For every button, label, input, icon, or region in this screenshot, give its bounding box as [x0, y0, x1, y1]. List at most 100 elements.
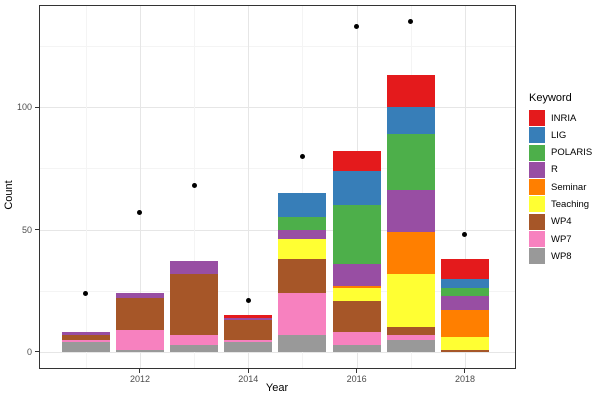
- legend-item-LIG: LIG: [529, 127, 592, 144]
- bar-segment-2014-WP4: [224, 320, 273, 340]
- x-tick-label-2014: 2014: [238, 373, 259, 384]
- data-point-2018: [462, 231, 468, 237]
- bar-segment-2017-Teaching: [386, 273, 435, 328]
- bar-segment-2015-WP8: [278, 334, 327, 352]
- bar-segment-2018-INRIA: [440, 258, 489, 279]
- bar-segment-2016-WP4: [332, 300, 381, 333]
- legend-label-LIG: LIG: [551, 129, 567, 141]
- bar-segment-2011-WP7: [61, 339, 110, 343]
- legend-label-INRIA: INRIA: [551, 112, 577, 124]
- legend-label-POLARIS: POLARIS: [551, 147, 593, 159]
- x-axis-title: Year: [265, 382, 289, 394]
- gridline-x-2012: [139, 5, 141, 369]
- bar-segment-2016-Teaching: [332, 288, 381, 301]
- bar-segment-2015-POLARIS: [278, 217, 327, 230]
- bar-segment-2011-WP8: [61, 342, 110, 352]
- x-tick-label-2016: 2016: [346, 373, 367, 384]
- data-point-2014: [245, 298, 251, 304]
- bar-segment-2015-WP7: [278, 293, 327, 335]
- legend-item-POLARIS: POLARIS: [529, 144, 593, 161]
- x-tick-2016: [356, 368, 358, 373]
- y-tick-100: [34, 106, 39, 108]
- bar-segment-2016-INRIA: [332, 151, 381, 171]
- data-point-2016: [354, 23, 360, 29]
- gridline-x-2014: [248, 5, 250, 369]
- bar-segment-2017-WP7: [386, 334, 435, 340]
- legend-swatch-POLARIS: [529, 144, 545, 161]
- bar-segment-2014-WP7: [224, 339, 273, 343]
- gridline-y-minor-125: [38, 46, 516, 47]
- bar-segment-2018-WP4: [440, 349, 489, 352]
- bar-segment-2015-R: [278, 229, 327, 240]
- gridline-y-100: [38, 107, 516, 109]
- bar-segment-2017-LIG: [386, 107, 435, 135]
- bar-segment-2017-WP8: [386, 339, 435, 352]
- legend-item-Seminar: Seminar: [529, 179, 592, 196]
- bar-segment-2016-R: [332, 263, 381, 286]
- gridline-y-50: [38, 229, 516, 231]
- legend-swatch-Teaching: [529, 196, 545, 213]
- legend-swatch-R: [529, 161, 545, 178]
- data-point-2017: [408, 19, 414, 25]
- bar-segment-2014-WP8: [224, 342, 273, 352]
- bar-segment-2017-WP4: [386, 327, 435, 335]
- y-axis-title: Count: [0, 166, 17, 209]
- bar-segment-2013-R: [170, 261, 219, 274]
- y-axis-title-text: Count: [3, 180, 15, 210]
- bar-segment-2016-LIG: [332, 170, 381, 206]
- legend-swatch-WP4: [529, 213, 545, 230]
- legend-item-WP4: WP4: [529, 213, 592, 230]
- bar-segment-2011-R: [61, 332, 110, 335]
- legend-swatch-Seminar: [529, 179, 545, 196]
- legend-item-Teaching: Teaching: [529, 196, 592, 213]
- bar-segment-2013-WP4: [170, 273, 219, 335]
- bar-segment-2012-WP7: [115, 329, 164, 350]
- bar-segment-2014-INRIA: [224, 315, 273, 318]
- gridline-y-0: [38, 351, 516, 353]
- y-tick-0: [34, 351, 39, 353]
- x-tick-2012: [139, 368, 141, 373]
- legend-item-INRIA: INRIA: [529, 110, 592, 126]
- bar-segment-2015-WP4: [278, 258, 327, 294]
- gridline-x-2018: [464, 5, 466, 369]
- legend-label-WP8: WP8: [551, 250, 572, 262]
- legend-swatch-LIG: [529, 127, 545, 144]
- bar-segment-2011-WP4: [61, 334, 110, 340]
- x-tick-2014: [247, 368, 249, 373]
- bar-segment-2018-Teaching: [440, 337, 489, 350]
- legend-label-R: R: [551, 164, 558, 176]
- y-tick-label-100: 100: [16, 102, 32, 113]
- legend-swatch-WP7: [529, 231, 545, 248]
- legend-entries: INRIA LIG POLARIS R Seminar Teaching WP4 WP7 WP8: [529, 110, 593, 265]
- bar-segment-2018-Seminar: [440, 310, 489, 338]
- plot-panel: [38, 5, 516, 369]
- data-point-2013: [191, 183, 197, 189]
- bar-segment-2017-R: [386, 190, 435, 233]
- y-tick-label-50: 50: [21, 224, 32, 235]
- legend-item-R: R: [529, 161, 592, 178]
- y-tick-label-0: 0: [26, 346, 32, 357]
- x-tick-2018: [464, 368, 466, 373]
- legend-title: Keyword: [529, 92, 572, 104]
- data-point-2012: [137, 209, 143, 215]
- bar-segment-2017-INRIA: [386, 75, 435, 108]
- bar-segment-2012-WP4: [115, 298, 164, 330]
- legend: Keyword INRIA LIG POLARIS R Seminar Teaching W…: [529, 92, 592, 266]
- bar-segment-2015-LIG: [278, 192, 327, 218]
- gridline-y-minor-25: [38, 290, 516, 292]
- bar-segment-2016-POLARIS: [332, 205, 381, 264]
- bar-segment-2012-R: [115, 293, 164, 299]
- bar-segment-2015-Teaching: [278, 239, 327, 259]
- legend-item-WP8: WP8: [529, 248, 592, 265]
- gridline-y-minor-75: [38, 168, 516, 170]
- data-point-2011: [83, 290, 89, 296]
- y-tick-50: [34, 229, 39, 231]
- bar-segment-2016-WP8: [332, 344, 381, 352]
- x-tick-label-2012: 2012: [129, 373, 150, 384]
- bar-segment-2014-R: [224, 317, 273, 321]
- legend-swatch-WP8: [529, 248, 545, 265]
- bar-segment-2013-WP7: [170, 334, 219, 345]
- legend-item-WP7: WP7: [529, 231, 592, 248]
- bar-segment-2016-WP7: [332, 332, 381, 345]
